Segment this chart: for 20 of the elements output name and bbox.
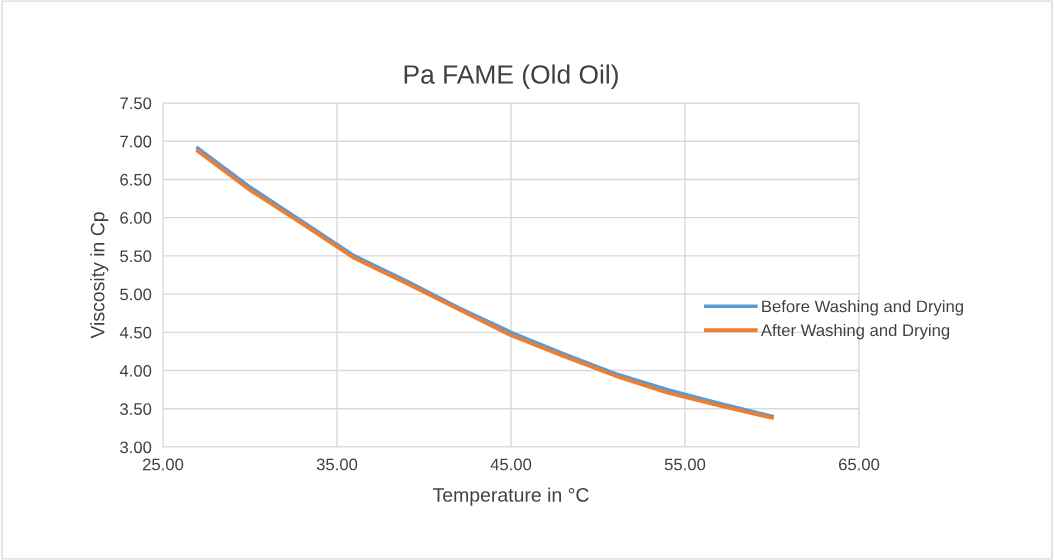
y-tick-label: 5.50: [120, 250, 152, 263]
x-axis-title: Temperature in °C: [432, 487, 589, 506]
y-tick-label: 7.50: [120, 97, 152, 110]
x-tick-label: 55.00: [664, 458, 706, 471]
y-tick-label: 3.50: [120, 403, 152, 415]
x-tick-label: 25.00: [142, 458, 184, 471]
legend-label: Before Washing and Drying: [762, 300, 963, 316]
y-tick-label: 3.00: [120, 441, 152, 454]
legend-label: After Washing and Drying: [760, 323, 950, 340]
x-tick-label: 65.00: [838, 458, 880, 471]
y-tick-label: 6.50: [120, 173, 152, 186]
y-axis-title: Viscosity in Cp: [90, 212, 109, 339]
y-tick-label: 5.00: [120, 288, 152, 301]
y-tick-label: 4.00: [119, 364, 152, 377]
y-tick-label: 6.00: [120, 212, 152, 224]
y-tick-label: 7.00: [120, 135, 152, 148]
y-tick-label: 4.50: [119, 326, 152, 339]
x-tick-label: 45.00: [490, 458, 532, 471]
chart-title: Pa FAME (Old Oil): [404, 64, 618, 90]
x-tick-label: 35.00: [316, 458, 358, 471]
